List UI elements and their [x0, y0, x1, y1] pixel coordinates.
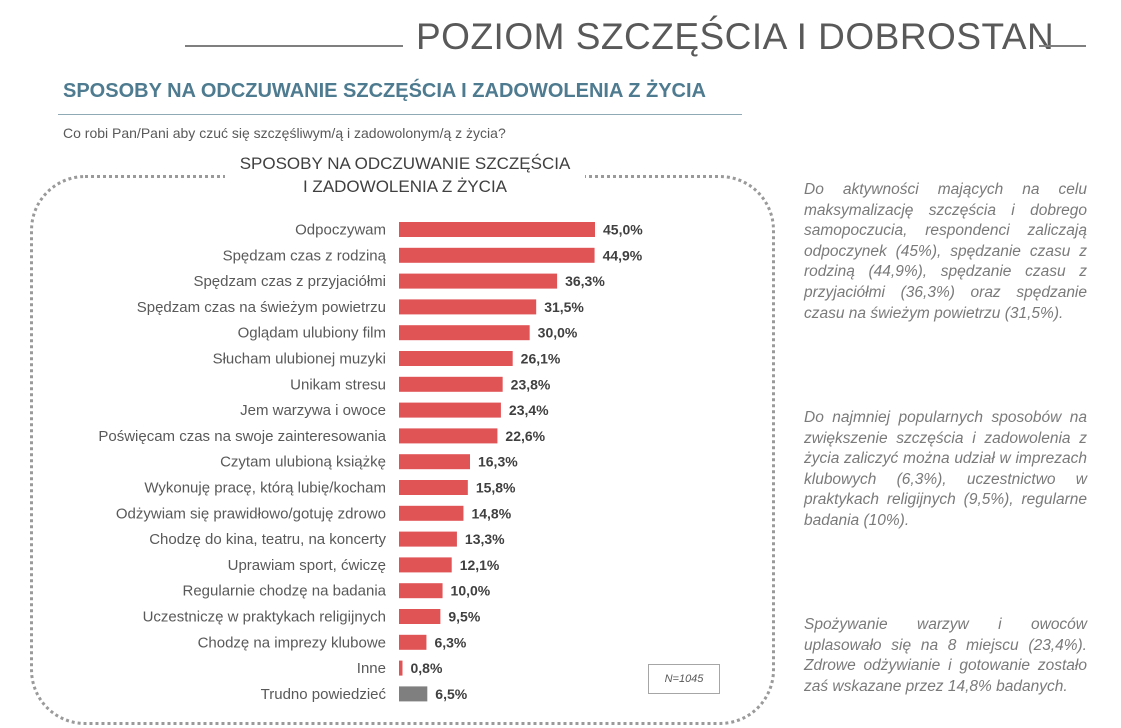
- category-label: Trudno powiedzieć: [261, 686, 387, 703]
- category-label: Oglądam ulubiony film: [238, 325, 386, 342]
- bar: [399, 505, 464, 521]
- section-title: SPOSOBY NA ODCZUWANIE SZCZĘŚCIA I ZADOWO…: [63, 80, 706, 102]
- category-label: Chodzę do kina, teatru, na koncerty: [149, 531, 386, 548]
- bar: [399, 273, 558, 289]
- section-divider: [58, 114, 742, 115]
- chart-title-line-2: I ZADOWOLENIA Z ŻYCIA: [302, 177, 508, 196]
- chart-title-line-1: SPOSOBY NA ODCZUWANIE SZCZĘŚCIA: [239, 154, 571, 173]
- value-label: 6,3%: [434, 634, 466, 650]
- header-rule-left: [185, 45, 403, 47]
- bar: [399, 583, 443, 599]
- value-label: 44,9%: [603, 247, 643, 263]
- bar: [399, 299, 537, 315]
- value-label: 26,1%: [521, 351, 561, 367]
- value-label: 36,3%: [565, 273, 605, 289]
- category-label: Spędzam czas z rodziną: [223, 247, 387, 264]
- category-label: Inne: [357, 660, 386, 677]
- value-label: 0,8%: [410, 660, 442, 676]
- bar: [399, 609, 441, 624]
- category-label: Czytam ulubioną książkę: [220, 454, 386, 471]
- commentary-paragraph-3: Spożywanie warzyw i owoców uplasowało si…: [804, 616, 1087, 695]
- value-label: 22,6%: [505, 428, 545, 444]
- bar: [399, 222, 595, 237]
- category-label: Spędzam czas na świeżym powietrzu: [137, 299, 386, 316]
- value-label: 30,0%: [538, 325, 578, 341]
- value-label: 31,5%: [544, 299, 584, 315]
- category-label: Odpoczywam: [295, 222, 386, 239]
- bar: [399, 428, 498, 444]
- value-label: 45,0%: [603, 222, 643, 238]
- bar: [399, 480, 468, 495]
- bar: [399, 531, 457, 547]
- category-label: Uprawiam sport, ćwiczę: [228, 557, 386, 574]
- header-rule-right: [1039, 45, 1086, 47]
- category-label: Regularnie chodzę na badania: [183, 583, 387, 600]
- category-label: Jem warzywa i owoce: [240, 402, 386, 419]
- survey-question: Co robi Pan/Pani aby czuć się szczęśliwy…: [63, 125, 506, 141]
- category-label: Poświęcam czas na swoje zainteresowania: [98, 428, 386, 445]
- bar: [399, 247, 595, 263]
- value-label: 13,3%: [465, 531, 505, 547]
- bar: [399, 557, 452, 573]
- value-label: 15,8%: [476, 480, 516, 496]
- bar: [399, 634, 427, 650]
- category-label: Wykonuję pracę, którą lubię/kocham: [144, 480, 386, 497]
- category-label: Odżywiam się prawidłowo/gotuję zdrowo: [116, 505, 386, 522]
- value-label: 10,0%: [451, 583, 491, 599]
- chart-title: SPOSOBY NA ODCZUWANIE SZCZĘŚCIA I ZADOWO…: [225, 152, 585, 198]
- bar: [399, 376, 503, 392]
- sample-size-note: N=1045: [648, 664, 720, 694]
- value-label: 14,8%: [471, 505, 511, 521]
- bar: [399, 454, 470, 470]
- bar-chart: Odpoczywam 45,0% Spędzam czas z rodziną 44,…: [98, 222, 643, 703]
- bar: [399, 686, 428, 702]
- category-label: Uczestniczę w praktykach religijnych: [143, 609, 386, 626]
- commentary-paragraph-1: Do aktywności mających na celu maksymali…: [804, 181, 1087, 322]
- value-label: 6,5%: [435, 686, 467, 702]
- page-title: POZIOM SZCZĘŚCIA I DOBROSTAN: [416, 16, 1055, 57]
- value-label: 9,5%: [448, 609, 480, 625]
- value-label: 12,1%: [460, 557, 500, 573]
- category-label: Słucham ulubionej muzyki: [213, 351, 386, 368]
- category-label: Unikam stresu: [290, 376, 386, 393]
- value-label: 23,8%: [511, 376, 551, 392]
- commentary-paragraph-2: Do najmniej popularnych sposobów na zwię…: [804, 409, 1087, 529]
- bar: [399, 660, 403, 676]
- category-label: Spędzam czas z przyjaciółmi: [193, 273, 386, 290]
- bar: [399, 351, 513, 366]
- value-label: 23,4%: [509, 402, 549, 418]
- category-label: Chodzę na imprezy klubowe: [198, 634, 386, 651]
- bar: [399, 402, 501, 418]
- value-label: 16,3%: [478, 454, 518, 470]
- bar: [399, 325, 530, 341]
